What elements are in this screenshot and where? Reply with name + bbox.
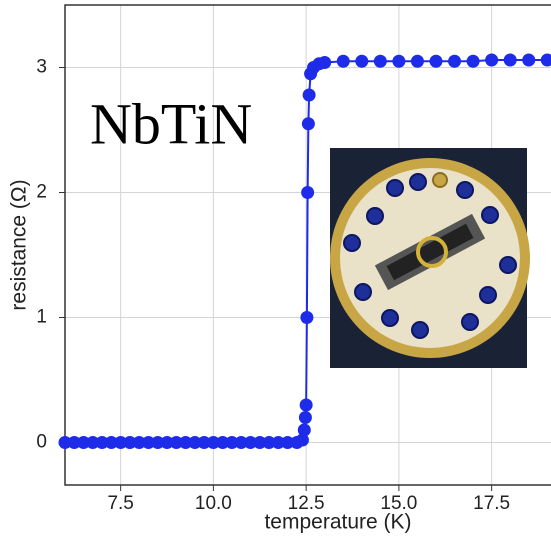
data-point — [179, 436, 193, 449]
data-point — [216, 436, 230, 449]
data-point — [132, 436, 146, 449]
data-point — [169, 436, 183, 449]
data-point — [77, 436, 91, 449]
data-point — [298, 411, 312, 424]
data-point — [300, 311, 314, 324]
data-point — [301, 186, 315, 199]
inset-photo — [330, 148, 530, 368]
data-point — [188, 436, 202, 449]
data-point — [503, 53, 517, 67]
data-point — [448, 54, 462, 68]
y-axis-label: resistance (Ω) — [8, 179, 31, 310]
y-tick-label: 3 — [36, 57, 47, 78]
data-point — [206, 436, 220, 449]
data-point — [336, 54, 350, 68]
data-point — [302, 88, 316, 102]
data-point — [141, 436, 155, 449]
y-tick-label: 2 — [36, 182, 47, 203]
data-point — [392, 54, 406, 68]
data-point — [123, 436, 137, 449]
data-point — [197, 436, 211, 449]
data-point — [301, 117, 315, 131]
data-point — [86, 436, 100, 449]
data-point — [58, 436, 72, 449]
data-point — [410, 54, 424, 68]
data-point — [225, 436, 239, 449]
data-point — [67, 436, 81, 449]
x-tick-label: 17.5 — [473, 493, 510, 514]
y-tick-label: 1 — [36, 307, 47, 328]
data-point — [485, 53, 499, 67]
data-point — [151, 436, 165, 449]
data-point — [540, 53, 551, 67]
data-point — [318, 56, 332, 69]
data-point — [95, 436, 109, 449]
x-axis-label: temperature (K) — [264, 511, 411, 534]
y-tick-label: 0 — [36, 432, 47, 453]
x-tick-label: 10.0 — [195, 493, 232, 514]
plot-layer: 7.5 10.0 12.5 15.0 17.5 0 1 2 3 temperature (K) re… — [8, 4, 551, 534]
x-tick-label: 7.5 — [107, 493, 133, 514]
data-point — [234, 436, 248, 449]
data-point — [262, 436, 276, 449]
data-point — [253, 436, 267, 449]
data-point — [104, 436, 118, 449]
x-tick-label: 15.0 — [380, 493, 417, 514]
data-point — [373, 54, 387, 68]
annotation: NbTiN — [90, 91, 252, 156]
data-point — [114, 436, 128, 449]
data-point — [297, 423, 311, 437]
data-point — [522, 53, 536, 67]
data-point — [466, 54, 480, 68]
data-point — [429, 54, 443, 68]
data-point — [355, 54, 369, 68]
data-point — [295, 433, 309, 447]
axis-frame — [64, 4, 551, 486]
data-point — [299, 398, 313, 412]
data-point — [271, 436, 285, 449]
data-point — [160, 436, 174, 449]
data-point — [281, 436, 295, 449]
data-point — [243, 436, 257, 449]
x-tick-label: 12.5 — [288, 493, 325, 514]
